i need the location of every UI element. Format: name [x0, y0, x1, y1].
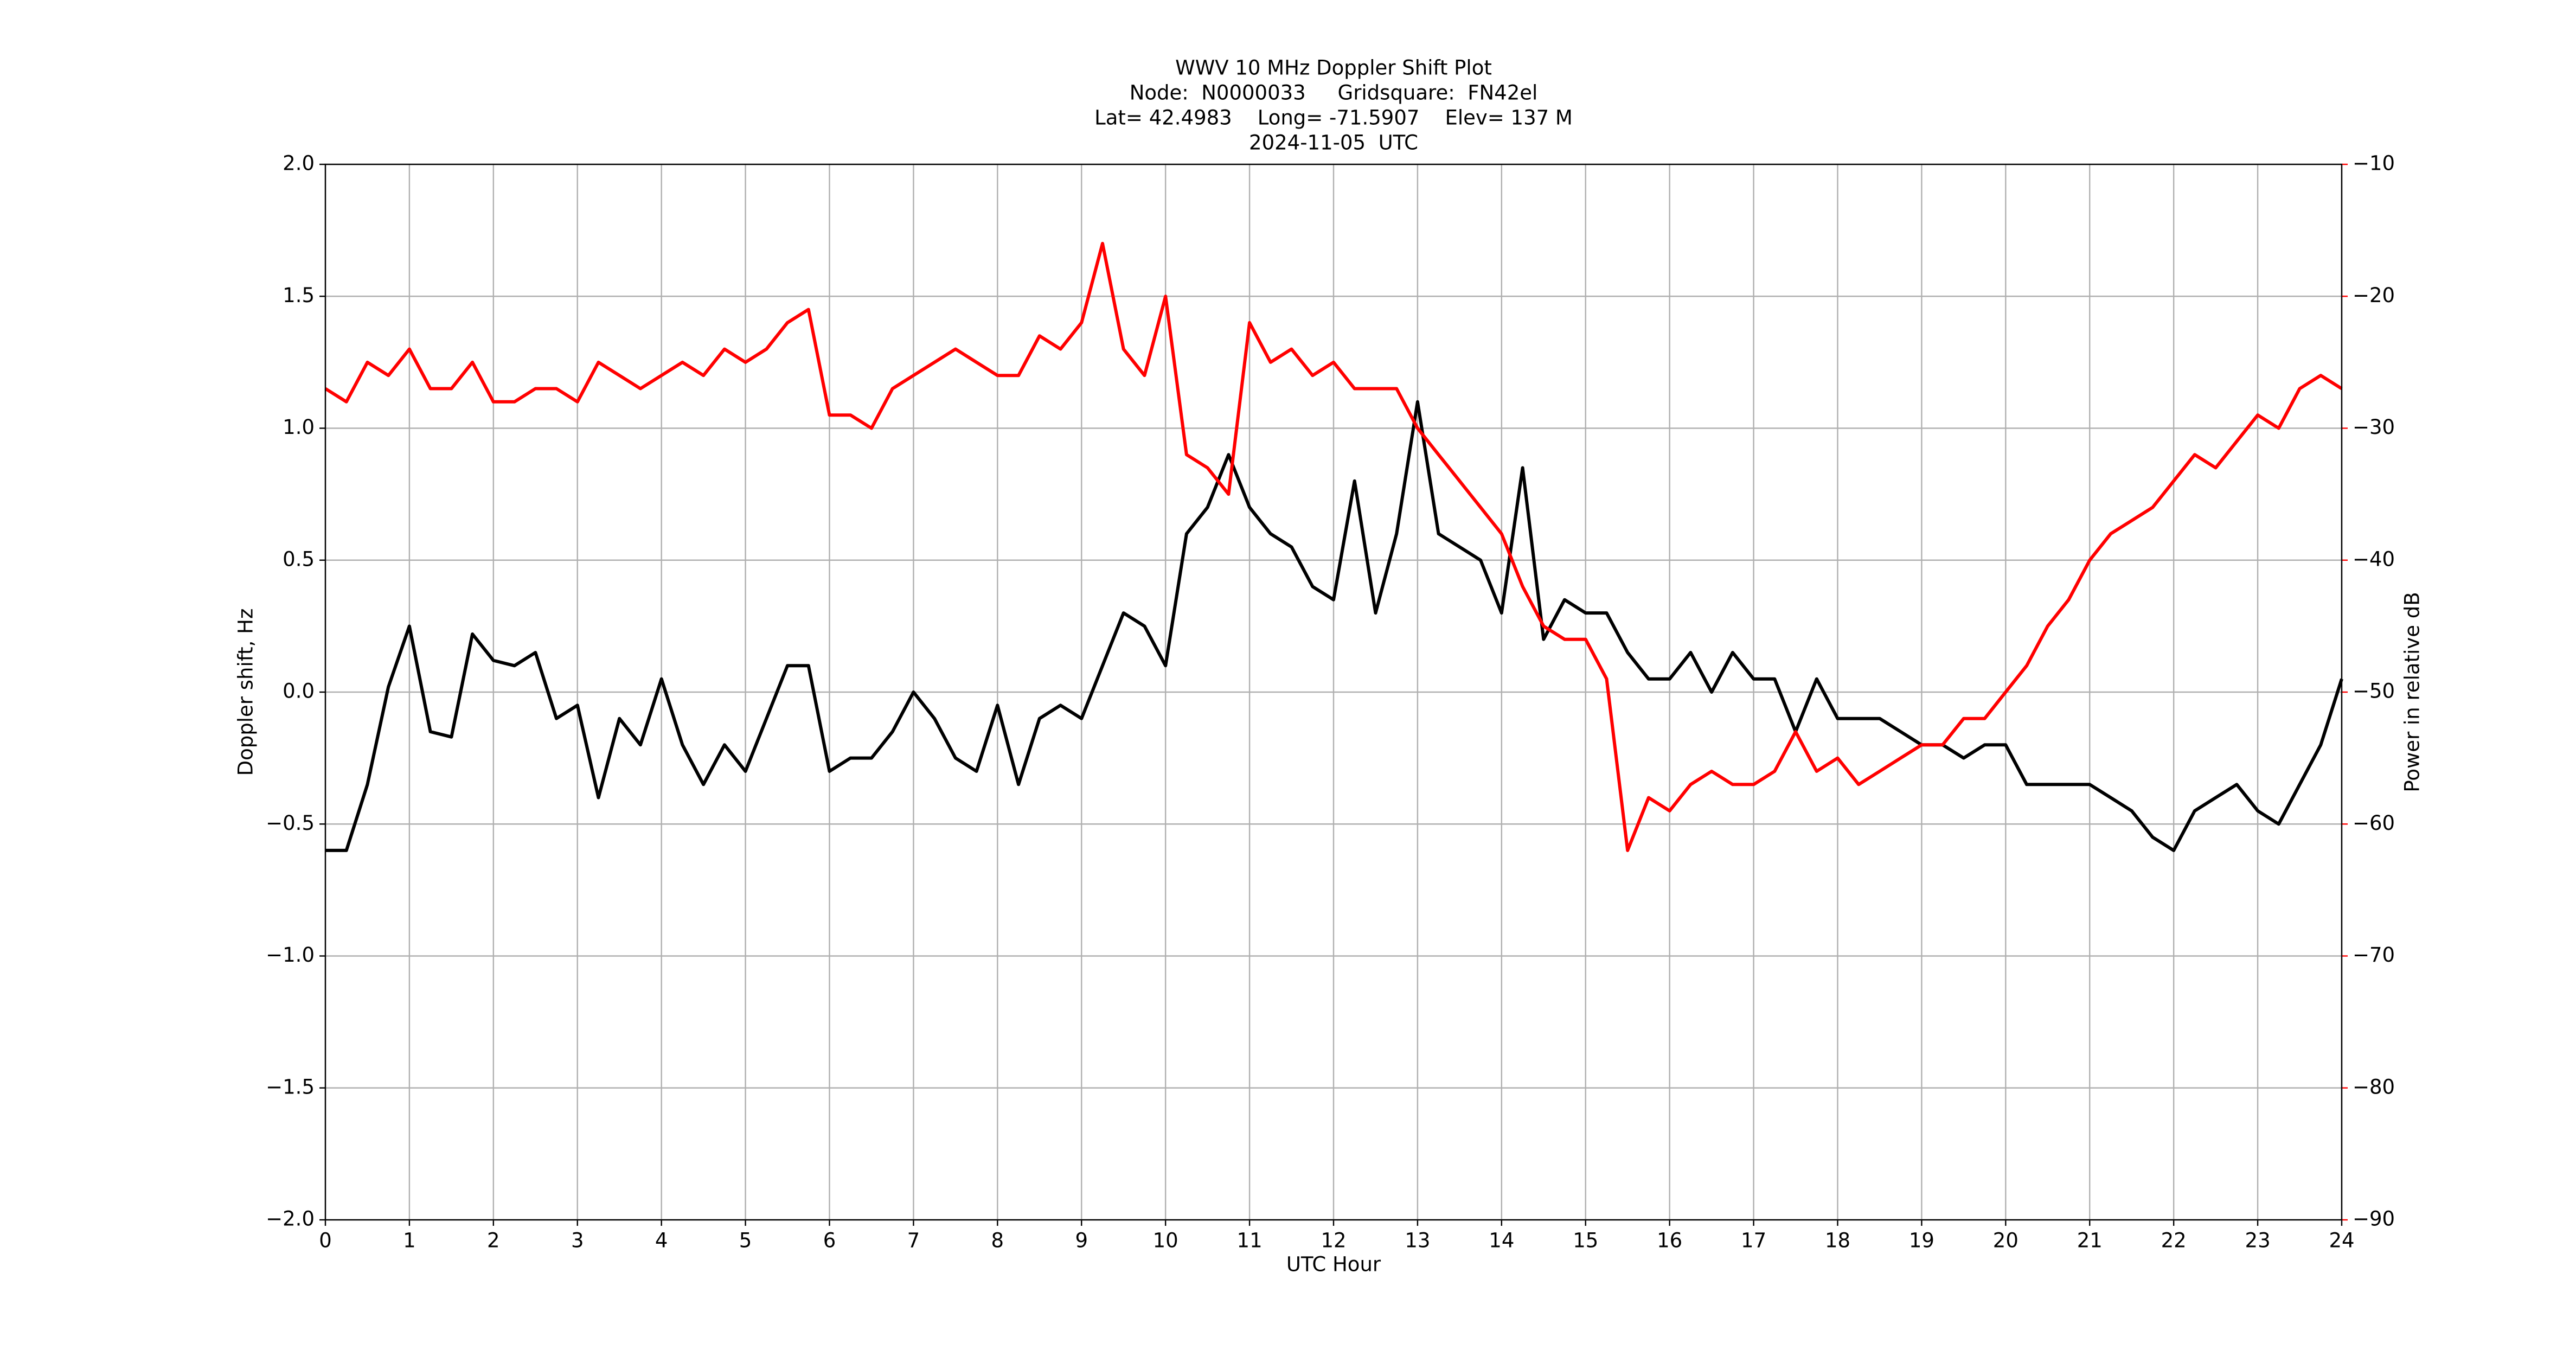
y2-tick-label: −50 [2353, 680, 2395, 703]
y-tick-label: 0.0 [283, 680, 315, 703]
x-tick-label: 5 [739, 1229, 752, 1252]
chart-title: Lat= 42.4983 Long= -71.5907 Elev= 137 M [1094, 106, 1573, 130]
data-line [324, 241, 2343, 852]
y-tick-label: −1.0 [266, 943, 315, 967]
x-tick-label: 0 [319, 1229, 332, 1252]
x-tick-label: 15 [1573, 1229, 1598, 1252]
x-tick-label: 4 [655, 1229, 668, 1252]
x-tick-label: 14 [1489, 1229, 1514, 1252]
x-tick-label: 17 [1741, 1229, 1766, 1252]
y-tick-label: 2.0 [283, 152, 315, 175]
x-tick-label: 20 [1993, 1229, 2018, 1252]
y2-axis-label: Power in relative dB [2401, 592, 2424, 792]
y-tick-label: −0.5 [266, 811, 315, 835]
y-tick-label: 0.5 [283, 547, 315, 571]
data-line [325, 400, 2343, 852]
x-tick-label: 21 [2077, 1229, 2103, 1252]
y2-tick-label: −60 [2353, 811, 2395, 835]
chart-title: Node: N0000033 Gridsquare: FN42el [1130, 81, 1538, 105]
y-axis-label: Doppler shift, Hz [234, 609, 258, 776]
x-axis-label: UTC Hour [1286, 1253, 1381, 1276]
x-tick-label: 18 [1825, 1229, 1850, 1252]
y2-tick-label: −90 [2353, 1207, 2395, 1231]
x-tick-label: 7 [907, 1229, 920, 1252]
y2-tick-label: −10 [2353, 152, 2395, 175]
x-tick-label: 13 [1405, 1229, 1430, 1252]
x-tick-label: 10 [1153, 1229, 1178, 1252]
y2-tick-label: −40 [2353, 547, 2395, 571]
x-tick-label: 24 [2329, 1229, 2354, 1252]
x-tick-label: 1 [403, 1229, 416, 1252]
y-tick-label: −2.0 [266, 1207, 315, 1231]
x-tick-label: 8 [991, 1229, 1004, 1252]
plot-frame [324, 163, 2343, 1221]
y-tick-label: −1.5 [266, 1075, 315, 1098]
x-tick-label: 23 [2245, 1229, 2271, 1252]
y-tick-label: 1.0 [283, 415, 315, 439]
y-tick-label: 1.5 [283, 284, 315, 307]
y2-tick-label: −20 [2353, 284, 2395, 307]
y2-tick-label: −30 [2353, 415, 2395, 439]
x-tick-label: 12 [1321, 1229, 1346, 1252]
x-tick-label: 9 [1075, 1229, 1088, 1252]
y2-tick-label: −70 [2353, 943, 2395, 967]
chart-title: WWV 10 MHz Doppler Shift Plot [1175, 56, 1492, 80]
x-tick-label: 11 [1237, 1229, 1263, 1252]
x-tick-label: 19 [1909, 1229, 1934, 1252]
x-tick-label: 6 [823, 1229, 836, 1252]
x-tick-label: 3 [571, 1229, 584, 1252]
x-tick-label: 2 [487, 1229, 500, 1252]
x-tick-label: 16 [1657, 1229, 1682, 1252]
x-tick-label: 22 [2161, 1229, 2187, 1252]
chart-title: 2024-11-05 UTC [1249, 131, 1418, 155]
y2-tick-label: −80 [2353, 1075, 2395, 1098]
